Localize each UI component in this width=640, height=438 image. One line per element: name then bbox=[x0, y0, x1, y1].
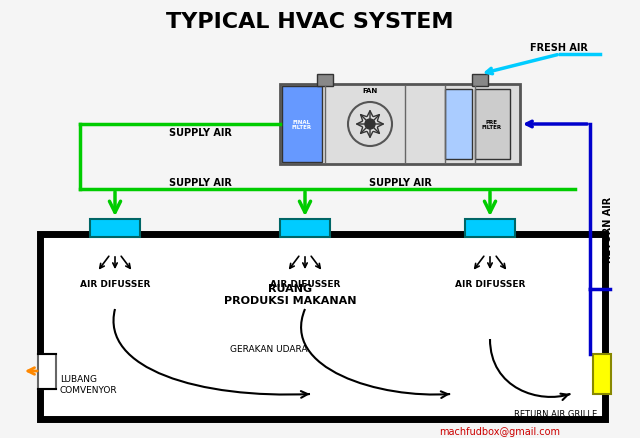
Circle shape bbox=[365, 120, 375, 130]
Text: AIR DIFUSSER: AIR DIFUSSER bbox=[270, 280, 340, 289]
Bar bbox=[317, 75, 333, 87]
Bar bbox=[282, 87, 322, 162]
Text: AIR DIFUSSER: AIR DIFUSSER bbox=[80, 280, 150, 289]
Bar bbox=[593, 354, 611, 394]
FancyBboxPatch shape bbox=[280, 85, 520, 165]
Text: GERAKAN UDARA: GERAKAN UDARA bbox=[230, 345, 307, 354]
Text: RETURN AIR: RETURN AIR bbox=[603, 196, 613, 262]
Bar bbox=[465, 219, 515, 237]
Text: SUPPLY AIR: SUPPLY AIR bbox=[168, 128, 232, 138]
Bar bbox=[90, 219, 140, 237]
Text: FRESH AIR: FRESH AIR bbox=[530, 43, 588, 53]
Text: LUBANG
COMVENYOR: LUBANG COMVENYOR bbox=[60, 374, 118, 394]
Text: TYPICAL HVAC SYSTEM: TYPICAL HVAC SYSTEM bbox=[166, 12, 454, 32]
Text: RUANG
PRODUKSI MAKANAN: RUANG PRODUKSI MAKANAN bbox=[224, 283, 356, 305]
Text: RETURN AIR GRILLE: RETURN AIR GRILLE bbox=[514, 410, 597, 419]
Bar bbox=[38, 354, 56, 389]
Text: FAN: FAN bbox=[362, 88, 378, 94]
Bar bbox=[280, 219, 330, 237]
Bar bbox=[475, 90, 510, 159]
Text: machfudbox@gmail.com: machfudbox@gmail.com bbox=[440, 426, 561, 436]
Bar bbox=[445, 90, 472, 159]
FancyBboxPatch shape bbox=[40, 234, 605, 419]
Text: FINAL
FILTER: FINAL FILTER bbox=[292, 119, 312, 130]
Text: SUPPLY AIR: SUPPLY AIR bbox=[369, 177, 431, 187]
Text: SUPPLY AIR: SUPPLY AIR bbox=[168, 177, 232, 187]
Bar bbox=[472, 75, 488, 87]
Text: PRE
FILTER: PRE FILTER bbox=[482, 119, 502, 130]
Text: AIR DIFUSSER: AIR DIFUSSER bbox=[455, 280, 525, 289]
